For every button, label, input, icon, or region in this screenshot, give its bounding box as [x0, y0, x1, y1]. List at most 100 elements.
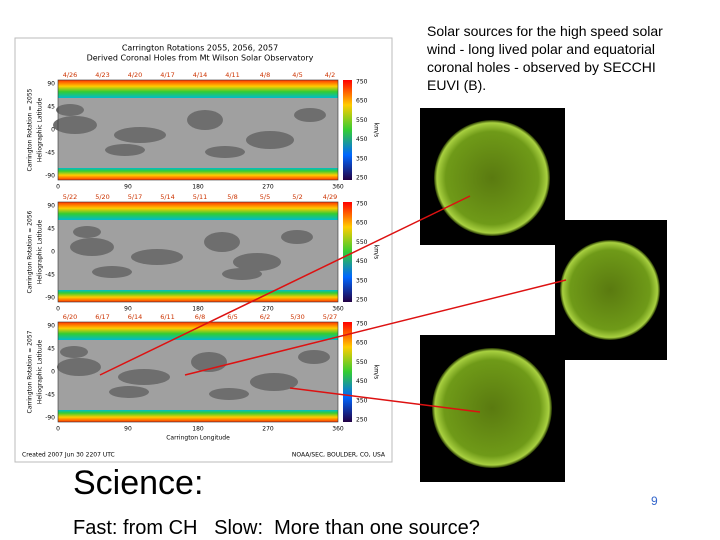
longitude-tick: 270 — [262, 306, 274, 313]
date-label: 4/11 — [225, 71, 240, 79]
coronal-region — [246, 131, 294, 149]
figure-title: Carrington Rotations 2055, 2056, 2057 — [122, 44, 278, 53]
footer-text: Fast: from CH Slow: More than one source… — [73, 517, 480, 539]
x-axis-label: Carrington Longitude — [166, 435, 230, 442]
speed-tick: 250 — [356, 297, 368, 304]
latitude-tick: -45 — [45, 150, 55, 157]
latitude-label: Heliographic Latitude — [37, 340, 44, 405]
color-bar — [343, 322, 352, 422]
polar-band — [58, 202, 338, 220]
heading: Science: — [73, 464, 204, 502]
coronal-region — [53, 116, 97, 134]
coronal-region — [298, 350, 330, 364]
latitude-tick: 0 — [51, 369, 55, 376]
coronal-region — [109, 386, 149, 398]
speed-tick: 650 — [356, 220, 368, 227]
date-label: 5/22 — [63, 193, 78, 201]
longitude-tick: 0 — [56, 306, 60, 313]
coronal-region — [294, 108, 326, 122]
page-number: 9 — [651, 494, 658, 508]
coronal-region — [187, 110, 223, 130]
longitude-tick: 90 — [124, 184, 132, 191]
speed-tick: 650 — [356, 340, 368, 347]
speed-tick: 550 — [356, 359, 368, 366]
speed-tick: 750 — [356, 201, 368, 208]
date-label: 4/17 — [160, 71, 175, 79]
date-label: 5/27 — [323, 313, 338, 321]
date-label: 4/14 — [193, 71, 208, 79]
date-label: 5/17 — [128, 193, 143, 201]
coronal-region — [250, 373, 298, 391]
latitude-tick: -45 — [45, 392, 55, 399]
latitude-label: Heliographic Latitude — [37, 220, 44, 285]
coronal-region — [60, 346, 88, 358]
date-label: 4/23 — [95, 71, 110, 79]
polar-band — [58, 290, 338, 302]
latitude-tick: -90 — [45, 173, 55, 180]
sun-image — [420, 108, 667, 482]
color-bar — [343, 202, 352, 302]
polar-band — [58, 80, 338, 98]
longitude-tick: 180 — [192, 184, 204, 191]
coronal-region — [57, 358, 101, 376]
date-label: 5/11 — [193, 193, 208, 201]
longitude-tick: 360 — [332, 306, 344, 313]
longitude-tick: 360 — [332, 184, 344, 191]
created-note: Created 2007 Jun 30 2207 UTC — [22, 452, 115, 459]
rotation-label: Carrington Rotation = 2055 — [27, 88, 34, 171]
map-border — [57, 201, 339, 303]
date-label: 6/2 — [260, 313, 270, 321]
date-label: 6/14 — [128, 313, 143, 321]
coronal-region — [204, 232, 240, 252]
rotation-label: Carrington Rotation = 2057 — [27, 330, 34, 413]
coronal-region — [281, 230, 313, 244]
date-label: 5/5 — [260, 193, 270, 201]
date-label: 5/14 — [160, 193, 175, 201]
date-label: 6/17 — [95, 313, 110, 321]
rotation-label: Carrington Rotation = 2056 — [27, 210, 34, 293]
coronal-region — [105, 144, 145, 156]
date-label: 4/2 — [325, 71, 335, 79]
caption: Solar sources for the high speed solar w… — [427, 23, 663, 93]
longitude-tick: 180 — [192, 426, 204, 433]
longitude-tick: 270 — [262, 426, 274, 433]
latitude-tick: 90 — [47, 203, 55, 210]
date-label: 4/26 — [63, 71, 78, 79]
coronal-region — [205, 146, 245, 158]
latitude-tick: 45 — [47, 346, 55, 353]
coronal-region — [70, 238, 114, 256]
polar-band — [58, 168, 338, 180]
coronal-region — [209, 388, 249, 400]
polar-band — [58, 410, 338, 422]
latitude-tick: 90 — [47, 323, 55, 330]
speed-tick: 750 — [356, 79, 368, 86]
speed-tick: 450 — [356, 136, 368, 143]
connector-lines — [99, 195, 567, 413]
date-label: 4/8 — [260, 71, 270, 79]
coronal-region — [131, 249, 183, 265]
date-label: 6/8 — [195, 313, 205, 321]
coronal-region — [92, 266, 132, 278]
speed-tick: 650 — [356, 98, 368, 105]
speed-tick: 450 — [356, 378, 368, 385]
longitude-tick: 180 — [192, 306, 204, 313]
latitude-tick: 45 — [47, 226, 55, 233]
longitude-tick: 90 — [124, 306, 132, 313]
speed-tick: 350 — [356, 397, 368, 404]
speed-tick: 250 — [356, 175, 368, 182]
coronal-region — [56, 104, 84, 116]
coronal-region — [73, 226, 101, 238]
latitude-tick: 0 — [51, 127, 55, 134]
latitude-tick: 90 — [47, 81, 55, 88]
latitude-tick: -90 — [45, 415, 55, 422]
date-label: 5/2 — [292, 193, 302, 201]
date-label: 6/20 — [63, 313, 78, 321]
map-border — [57, 79, 339, 181]
date-label: 4/29 — [323, 193, 338, 201]
coronal-region — [118, 369, 170, 385]
date-label: 5/8 — [227, 193, 237, 201]
color-bar — [343, 80, 352, 180]
map-border — [57, 321, 339, 423]
